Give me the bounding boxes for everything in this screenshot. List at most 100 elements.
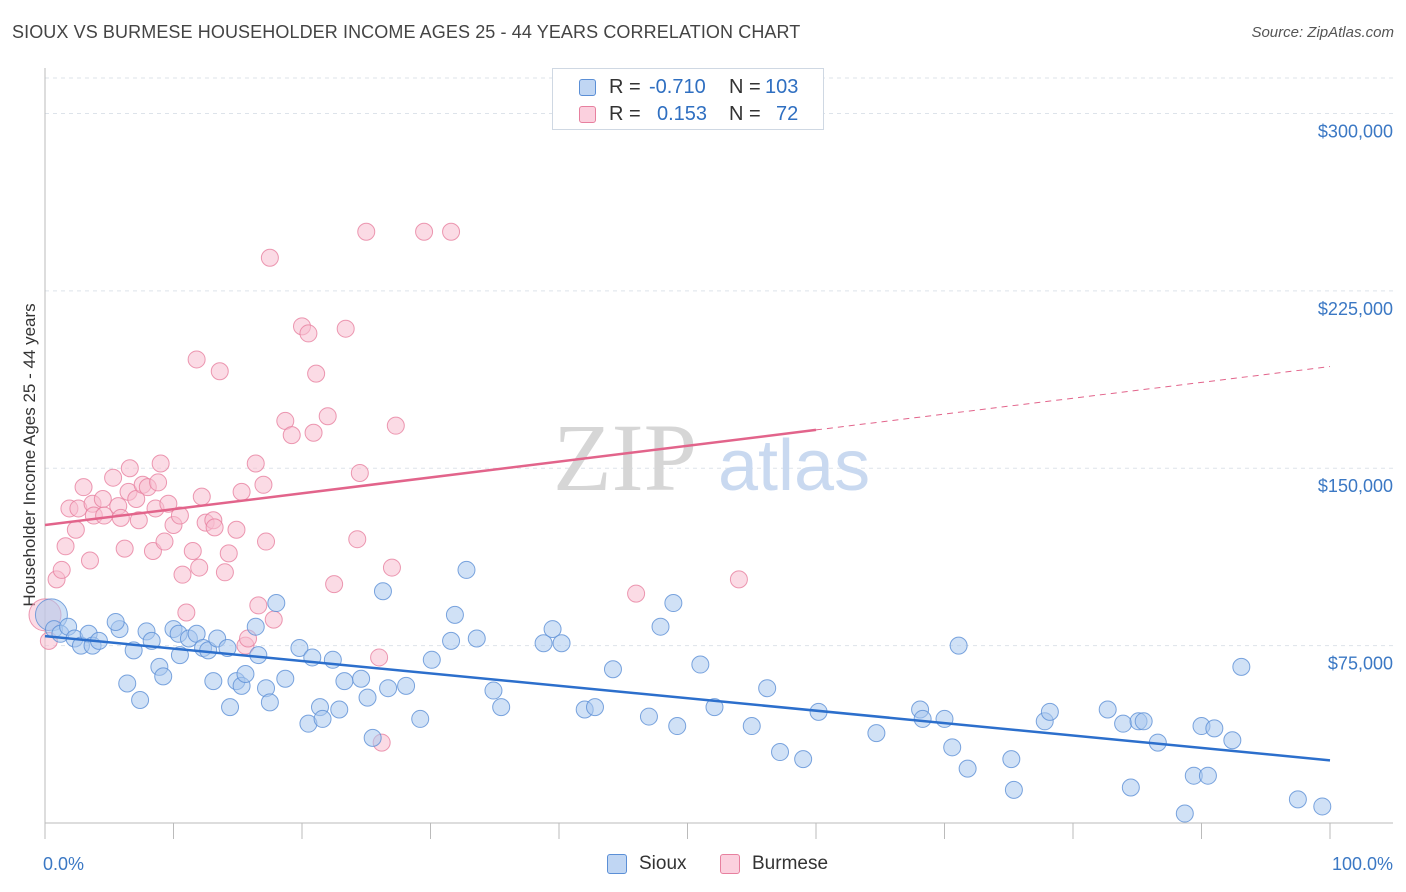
burmese-point bbox=[93, 489, 112, 508]
sioux-point bbox=[236, 665, 255, 683]
burmese-point bbox=[282, 426, 301, 445]
burmese-point bbox=[190, 558, 209, 577]
stats-legend: R = -0.710 N = 103 R = 0.153 N = 72 bbox=[552, 68, 824, 130]
burmese-point bbox=[159, 494, 178, 513]
burmese-point bbox=[627, 584, 646, 603]
sioux-point bbox=[1114, 714, 1133, 733]
axes bbox=[44, 68, 1393, 839]
burmese-point bbox=[260, 248, 279, 267]
legend-r-label: R = bbox=[609, 76, 641, 98]
sioux-point bbox=[639, 707, 658, 726]
sioux-point bbox=[913, 709, 932, 728]
burmese-point bbox=[318, 407, 337, 426]
burmese-point bbox=[183, 542, 202, 561]
sioux-point bbox=[1175, 804, 1194, 823]
sioux-swatch bbox=[607, 854, 627, 874]
sioux-point bbox=[118, 674, 137, 693]
burmese-point bbox=[111, 508, 130, 527]
burmese-point bbox=[115, 539, 134, 558]
burmese-point bbox=[386, 416, 405, 435]
burmese-point bbox=[155, 532, 174, 551]
burmese-point bbox=[210, 362, 229, 381]
sioux-point bbox=[335, 672, 354, 691]
sioux-point bbox=[442, 631, 461, 650]
burmese-point bbox=[307, 364, 326, 383]
y-tick-label: $300,000 bbox=[1318, 121, 1393, 141]
sioux-point bbox=[867, 724, 886, 743]
sioux-point bbox=[352, 669, 371, 688]
burmese-point bbox=[257, 532, 276, 551]
sioux-points bbox=[34, 560, 1332, 823]
series-legend: Sioux Burmese bbox=[0, 852, 1406, 878]
burmese-swatch bbox=[720, 854, 740, 874]
burmese-trend-extension bbox=[815, 366, 1331, 431]
sioux-point bbox=[771, 743, 790, 762]
burmese-point bbox=[56, 537, 75, 556]
sioux-point bbox=[1223, 731, 1242, 750]
sioux-point bbox=[267, 594, 286, 613]
burmese-point bbox=[415, 222, 434, 241]
burmese-point bbox=[170, 506, 189, 525]
sioux-point bbox=[705, 698, 724, 717]
burmese-point bbox=[729, 570, 748, 589]
sioux-point bbox=[260, 693, 279, 712]
sioux-label: Sioux bbox=[639, 853, 687, 874]
burmese-point bbox=[192, 487, 211, 506]
sioux-point bbox=[313, 709, 332, 728]
tick-labels: $75,000 $150,000 $225,000 $300,000 0.0% 100.0… bbox=[43, 121, 1393, 874]
legend-n-label: N = bbox=[729, 76, 761, 98]
sioux-point bbox=[651, 617, 670, 636]
burmese-point bbox=[299, 324, 318, 343]
burmese-point bbox=[104, 468, 123, 487]
legend-n-label: N = bbox=[729, 103, 761, 125]
burmese-point bbox=[177, 603, 196, 622]
burmese-point bbox=[205, 518, 224, 537]
burmese-point bbox=[227, 520, 246, 539]
burmese-label: Burmese bbox=[752, 853, 829, 874]
legend-swatch-burmese bbox=[579, 106, 596, 123]
sioux-point bbox=[742, 717, 761, 736]
sioux-point bbox=[290, 638, 309, 657]
burmese-point bbox=[336, 319, 355, 338]
legend-r-value: 0.153 bbox=[657, 103, 708, 125]
sioux-point bbox=[585, 698, 604, 717]
sioux-point bbox=[154, 667, 173, 686]
sioux-point bbox=[422, 650, 441, 669]
sioux-point bbox=[534, 634, 553, 653]
burmese-point bbox=[52, 560, 71, 579]
sioux-point bbox=[204, 672, 223, 691]
sioux-point bbox=[668, 717, 687, 736]
sioux-point bbox=[457, 560, 476, 579]
burmese-point bbox=[370, 648, 389, 667]
x-tick-label: 100.0% bbox=[1332, 854, 1393, 874]
sioux-point bbox=[1004, 780, 1023, 799]
legend-r-value: -0.710 bbox=[649, 76, 706, 98]
burmese-point bbox=[173, 565, 192, 584]
x-tick-label: 0.0% bbox=[43, 854, 84, 874]
sioux-point bbox=[1232, 657, 1251, 676]
sioux-point bbox=[363, 728, 382, 747]
burmese-point bbox=[254, 475, 273, 494]
sioux-point bbox=[1121, 778, 1140, 797]
burmese-point bbox=[232, 482, 251, 501]
sioux-point bbox=[691, 655, 710, 674]
burmese-point bbox=[325, 575, 344, 594]
sioux-trend-line bbox=[44, 634, 1331, 762]
legend-row-burmese: R = 0.153 N = 72 bbox=[553, 101, 823, 127]
sioux-point bbox=[106, 612, 125, 631]
sioux-point bbox=[221, 698, 240, 717]
y-tick-label: $75,000 bbox=[1328, 654, 1393, 674]
sioux-point bbox=[1002, 750, 1021, 769]
sioux-point bbox=[358, 688, 377, 707]
burmese-point bbox=[187, 350, 206, 369]
legend-n-value: 72 bbox=[776, 103, 799, 125]
sioux-point bbox=[484, 681, 503, 700]
sioux-point bbox=[758, 679, 777, 698]
sioux-point bbox=[492, 698, 511, 717]
sioux-point bbox=[664, 594, 683, 613]
sioux-point bbox=[411, 709, 430, 728]
burmese-point bbox=[74, 478, 93, 497]
burmese-point bbox=[442, 222, 461, 241]
sioux-point bbox=[552, 634, 571, 653]
